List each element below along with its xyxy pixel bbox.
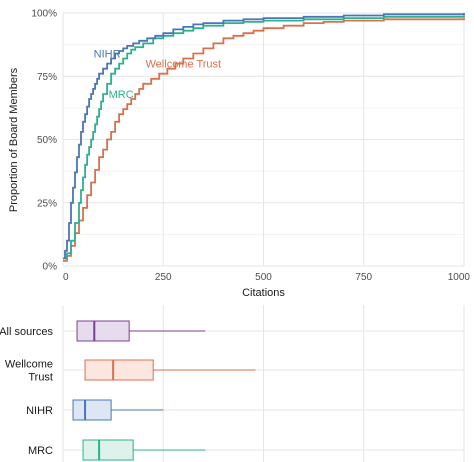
box-iqr (84, 359, 154, 381)
ecdf-line-mrc (63, 15, 465, 260)
y-tick-label: 75% (37, 72, 57, 83)
x-tick-label: 500 (255, 272, 272, 283)
boxplot-wellcome-trust (84, 359, 256, 381)
ecdf-line-wellcome-trust (63, 18, 465, 262)
y-tick-label: 25% (37, 198, 57, 209)
x-axis-title: Citations (242, 287, 285, 299)
category-label: NIHR (26, 405, 53, 417)
ecdf-gridlines (62, 12, 465, 267)
ecdf-x-tick-labels: 0 250 500 750 1000 (63, 272, 470, 283)
y-tick-label: 50% (37, 135, 57, 146)
boxplot-category-labels: All sources Wellcome Trust NIHR MRC (0, 326, 54, 457)
y-tick-label: 100% (31, 9, 57, 20)
category-label: Wellcome Trust (5, 359, 53, 384)
boxplot-chart: All sources Wellcome Trust NIHR MRC (0, 305, 465, 462)
x-tick-label: 1000 (448, 272, 471, 283)
ecdf-series-lines (63, 13, 465, 262)
box-iqr (82, 439, 134, 461)
boxplot-boxes (72, 320, 256, 461)
series-label-mrc: MRC (109, 89, 134, 101)
box-iqr (76, 320, 130, 342)
ecdf-line-nihr (63, 13, 465, 260)
series-label-wellcome-trust: Wellcome Trust (146, 59, 222, 71)
series-label-nihr: NIHR (94, 48, 121, 60)
ecdf-series-labels: NIHR MRC Wellcome Trust (94, 48, 221, 100)
boxplot-all-sources (76, 320, 206, 342)
category-label: All sources (0, 326, 54, 338)
x-tick-label: 0 (63, 272, 69, 283)
x-tick-label: 750 (355, 272, 372, 283)
box-iqr (72, 399, 112, 421)
ecdf-y-tick-labels: 0% 25% 50% 75% 100% (31, 9, 57, 273)
boxplot-mrc (82, 439, 206, 461)
boxplot-nihr (72, 399, 164, 421)
y-axis-title: Proportion of Board Members (8, 67, 20, 212)
y-tick-label: 0% (43, 262, 58, 273)
x-tick-label: 250 (155, 272, 172, 283)
ecdf-chart: NIHR MRC Wellcome Trust 0% 25% 50% 75% 100% 0 2… (8, 9, 470, 300)
category-label: MRC (28, 445, 53, 457)
